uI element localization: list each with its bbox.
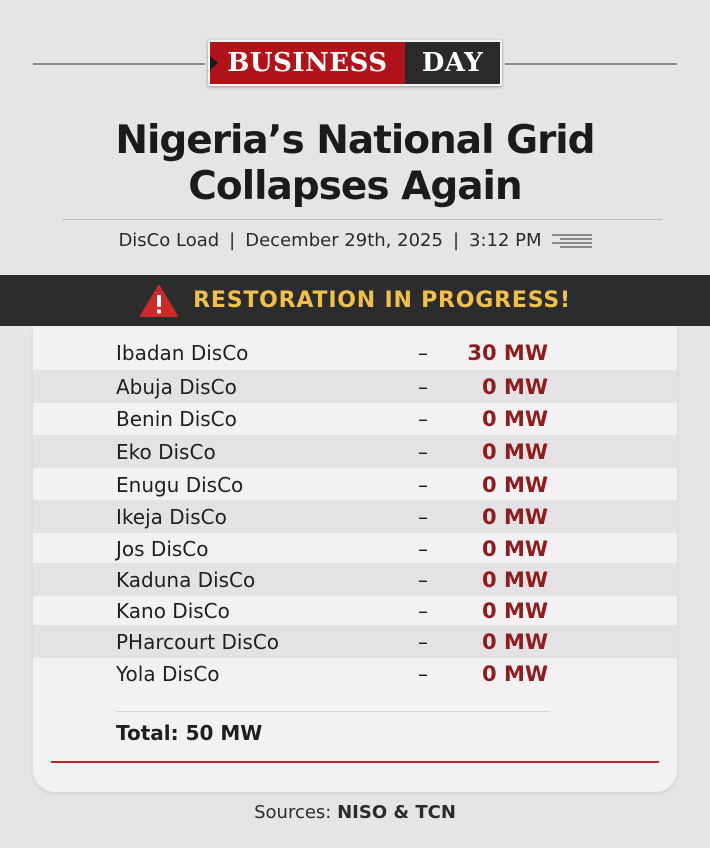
disco-load-value: 0 MW: [482, 406, 548, 431]
disco-dash: –: [418, 536, 428, 561]
document-lines-icon: [551, 233, 592, 248]
sources-line: Sources: NISO & TCN: [0, 802, 710, 823]
disco-dash: –: [418, 504, 428, 529]
disco-load-value: 0 MW: [482, 439, 548, 464]
disco-row: PHarcourt DisCo – 0 MW: [33, 625, 677, 658]
logo-notch-icon: [210, 56, 218, 70]
disco-name: Abuja DisCo: [116, 374, 237, 399]
meta-rule: [62, 219, 662, 220]
disco-name: Kano DisCo: [116, 598, 230, 623]
disco-row: Ibadan DisCo – 30 MW: [33, 336, 677, 369]
disco-dash: –: [418, 472, 428, 497]
disco-load-value: 30 MW: [467, 340, 548, 365]
disco-dash: –: [418, 340, 428, 365]
card-accent-rule: [51, 761, 659, 763]
banner-text: RESTORATION IN PROGRESS!: [193, 288, 571, 313]
disco-dash: –: [418, 629, 428, 654]
disco-name: Kaduna DisCo: [116, 567, 256, 592]
disco-load-value: 0 MW: [482, 598, 548, 623]
disco-load-value: 0 MW: [482, 661, 548, 686]
disco-load-value: 0 MW: [482, 536, 548, 561]
disco-row: Yola DisCo – 0 MW: [33, 657, 677, 690]
restoration-banner: RESTORATION IN PROGRESS!: [0, 275, 710, 326]
disco-name: Eko DisCo: [116, 439, 216, 464]
disco-dash: –: [418, 661, 428, 686]
logo-business-text: BUSINESS: [227, 48, 388, 78]
meta-line: DisCo Load | December 29th, 2025 | 3:12 …: [0, 230, 710, 251]
disco-name: Ikeja DisCo: [116, 504, 227, 529]
disco-load-value: 0 MW: [482, 472, 548, 497]
disco-dash: –: [418, 406, 428, 431]
disco-load-value: 0 MW: [482, 567, 548, 592]
sources-label: Sources:: [254, 802, 332, 823]
businessday-logo: BUSINESS DAY: [208, 40, 502, 86]
warning-icon: [140, 284, 179, 317]
disco-load-value: 0 MW: [482, 504, 548, 529]
disco-name: Benin DisCo: [116, 406, 237, 431]
disco-row: Enugu DisCo – 0 MW: [33, 468, 677, 501]
disco-name: Ibadan DisCo: [116, 340, 249, 365]
disco-name: Enugu DisCo: [116, 472, 244, 497]
logo-business: BUSINESS: [210, 42, 405, 84]
disco-dash: –: [418, 567, 428, 592]
disco-name: PHarcourt DisCo: [116, 629, 280, 654]
disco-load-value: 0 MW: [482, 629, 548, 654]
disco-load-card: Ibadan DisCo –30 MW Abuja DisCo –0 MW Benin …: [33, 326, 677, 792]
meta-category: DisCo Load: [118, 230, 220, 251]
meta-separator: |: [229, 230, 236, 251]
disco-row: Benin DisCo – 0 MW: [33, 402, 677, 435]
headline: Nigeria’s National Grid Collapses Again: [115, 118, 595, 209]
disco-row: Kaduna DisCo – 0 MW: [33, 563, 677, 596]
disco-row: Abuja DisCo – 0 MW: [33, 370, 677, 403]
total-load: Total: 50 MW: [116, 721, 263, 745]
total-rule: [116, 711, 549, 712]
disco-name: Yola DisCo: [116, 661, 220, 686]
disco-row: Jos DisCo – 0 MW: [33, 532, 677, 565]
header-rule-left: [33, 63, 205, 65]
sources-value: NISO & TCN: [337, 802, 456, 823]
disco-dash: –: [418, 598, 428, 623]
logo-day-text: DAY: [421, 48, 484, 78]
meta-date: December 29th, 2025: [245, 230, 443, 251]
disco-row: Ikeja DisCo – 0 MW: [33, 500, 677, 533]
disco-name: Jos DisCo: [116, 536, 209, 561]
disco-load-value: 0 MW: [482, 374, 548, 399]
header-rule-right: [505, 63, 677, 65]
disco-dash: –: [418, 439, 428, 464]
disco-dash: –: [418, 374, 428, 399]
disco-row: Eko DisCo – 0 MW: [33, 435, 677, 468]
disco-row: Kano DisCo – 0 MW: [33, 594, 677, 627]
logo-day: DAY: [405, 42, 500, 84]
meta-separator: |: [452, 230, 460, 251]
meta-time: 3:12 PM: [469, 230, 542, 251]
